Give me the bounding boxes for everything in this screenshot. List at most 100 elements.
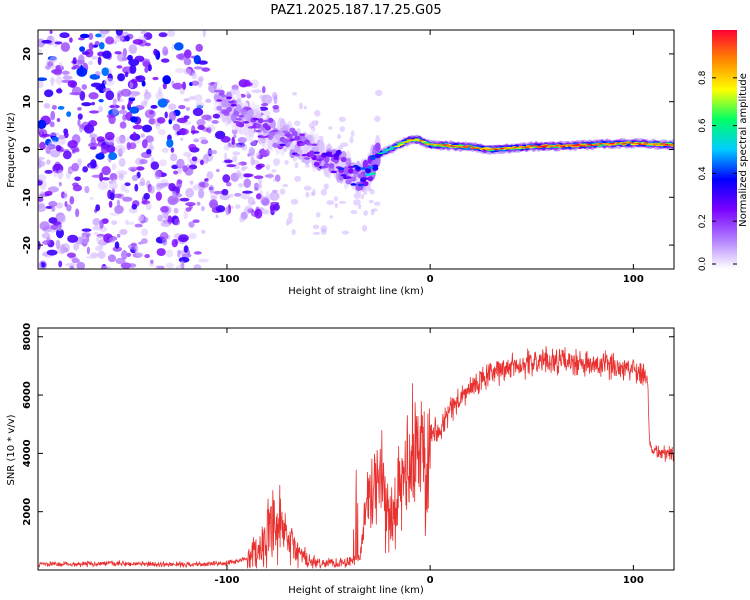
- heatmap-cell: [260, 135, 267, 139]
- heatmap-cell: [273, 203, 280, 211]
- heatmap-cell: [50, 224, 59, 230]
- colorbar-tick-label: 0.6: [698, 118, 708, 133]
- heatmap-cell: [279, 188, 286, 195]
- heatmap-cell: [56, 118, 61, 123]
- heatmap-cell: [168, 103, 177, 111]
- colorbar-tick-label: 0.4: [698, 166, 708, 181]
- heatmap-cell: [196, 119, 206, 127]
- heatmap-cell: [155, 264, 159, 269]
- heatmap-cell: [180, 137, 184, 141]
- heatmap-cell: [156, 183, 167, 189]
- heatmap-cell: [129, 106, 140, 114]
- heatmap-cell: [243, 137, 247, 143]
- heatmap-cell: [43, 103, 51, 109]
- heatmap-cell: [105, 36, 115, 45]
- snr-y-ticks: 2000 4000 6000 8000: [22, 323, 674, 526]
- heatmap-cell: [89, 133, 98, 139]
- heatmap-cell: [62, 75, 73, 80]
- heatmap-cell: [55, 239, 61, 249]
- heatmap-cell: [60, 42, 71, 52]
- heatmap-cell: [294, 153, 301, 157]
- heatmap-cell: [219, 193, 231, 201]
- heatmap-cell: [241, 190, 253, 194]
- heatmap-cell: [189, 180, 194, 185]
- heatmap-cell: [367, 176, 374, 182]
- heatmap-cell: [269, 191, 280, 201]
- heatmap-cell: [157, 214, 164, 222]
- heatmap-cell: [333, 157, 340, 160]
- heatmap-cell: [360, 193, 365, 200]
- heatmap-cell: [140, 30, 147, 35]
- heatmap-cell: [112, 193, 123, 199]
- heatmap-cell: [192, 184, 202, 191]
- heatmap-cell: [161, 147, 169, 153]
- heatmap-cell: [374, 115, 381, 122]
- heatmap-cell: [320, 189, 328, 196]
- heatmap-cell: [178, 128, 189, 136]
- heatmap-cell: [88, 42, 94, 51]
- heatmap-cell: [338, 167, 345, 170]
- heatmap-cell: [121, 105, 126, 111]
- x-tick-label: 0: [427, 575, 434, 586]
- heatmap-cell: [76, 261, 86, 269]
- heatmap-cell: [67, 234, 79, 243]
- heatmap-cell: [38, 197, 44, 202]
- heatmap-cell: [261, 98, 266, 104]
- heatmap-cell: [145, 42, 151, 47]
- heatmap-cell: [330, 170, 337, 174]
- heatmap-cell: [238, 183, 244, 188]
- heatmap-cell: [135, 252, 144, 258]
- heatmap-cell: [198, 188, 205, 199]
- heatmap-cell: [353, 199, 361, 206]
- y-tick-label: -20: [22, 236, 33, 254]
- heatmap-cell: [272, 189, 278, 193]
- heatmap-cell: [161, 238, 168, 246]
- heatmap-cell: [251, 89, 263, 94]
- heatmap-cell: [179, 88, 185, 95]
- heatmap-cell: [243, 178, 251, 189]
- heatmap-cell: [94, 245, 104, 252]
- heatmap-cell: [329, 215, 333, 219]
- heatmap-cell: [191, 156, 198, 162]
- heatmap-cell: [191, 72, 198, 80]
- heatmap-cell: [259, 94, 267, 100]
- heatmap-cell: [77, 106, 82, 111]
- heatmap-cell: [109, 237, 116, 243]
- heatmap-cell: [258, 178, 263, 184]
- heatmap-cell: [305, 191, 310, 198]
- heatmap-cell: [279, 143, 286, 147]
- y-tick-label: 4000: [22, 439, 33, 467]
- heatmap-cell: [109, 192, 115, 201]
- heatmap-cell: [241, 143, 248, 151]
- heatmap-cell: [79, 64, 84, 75]
- heatmap-cell: [254, 183, 262, 188]
- heatmap-cell: [253, 175, 264, 180]
- heatmap-cell: [72, 57, 77, 65]
- heatmap-cell: [347, 165, 354, 169]
- heatmap-cell: [314, 110, 321, 117]
- heatmap-cell: [77, 118, 81, 127]
- heatmap-cell: [185, 106, 191, 111]
- heatmap-cell: [188, 143, 197, 151]
- heatmap-cell: [126, 252, 132, 257]
- heatmap-cell: [116, 199, 121, 207]
- heatmap-cell: [144, 88, 149, 96]
- snr-frame: [37, 327, 675, 571]
- heatmap-cell: [124, 71, 129, 78]
- heatmap-cell: [223, 144, 231, 151]
- heatmap-cell: [141, 80, 146, 87]
- heatmap-cell: [516, 146, 523, 148]
- heatmap-cell: [201, 114, 212, 121]
- heatmap-cell: [62, 193, 68, 198]
- heatmap-cell: [311, 143, 318, 147]
- heatmap-cell: [413, 138, 420, 140]
- heatmap-cell: [89, 196, 94, 201]
- heatmap-cell: [128, 59, 140, 67]
- heatmap-cell: [230, 205, 234, 209]
- snr-x-ticks: -100 0 100: [214, 328, 644, 586]
- y-tick-label: 8000: [22, 323, 33, 351]
- heatmap-cell: [155, 91, 164, 100]
- heatmap-cell: [235, 162, 243, 166]
- spectrogram-y-label: Frequency (Hz): [6, 112, 17, 188]
